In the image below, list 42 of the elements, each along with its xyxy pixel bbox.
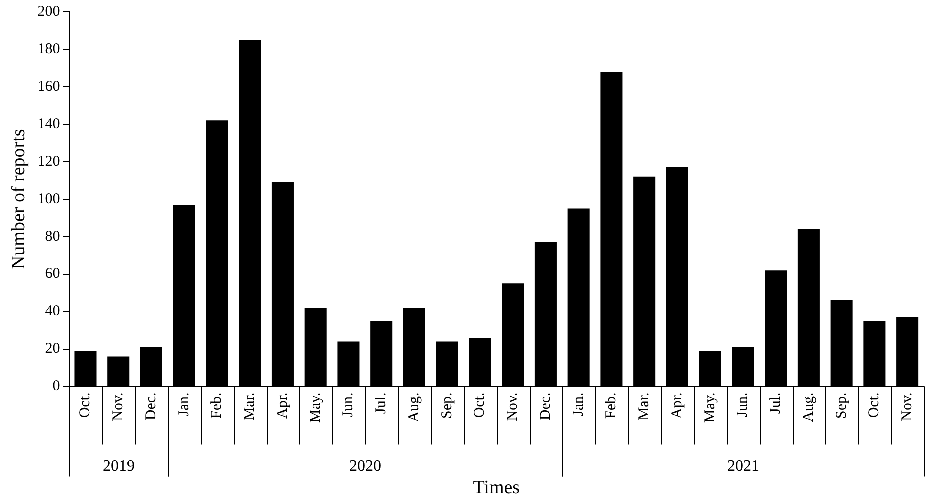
text: 2021 (728, 458, 760, 475)
x-tick-label: Nov. (505, 392, 522, 422)
y-tick-label: 20 (45, 341, 60, 358)
y-tick-label: 40 (45, 304, 60, 320)
y-tick-label: 60 (45, 266, 60, 282)
y-axis-title: Number of reports (8, 129, 30, 270)
x-axis-title: Times (473, 478, 520, 495)
x-tick-label: Oct. (472, 392, 488, 418)
y-tick-label: 200 (38, 4, 60, 20)
x-tick-label: Jun. (735, 392, 752, 418)
text: 2020 (350, 458, 382, 475)
x-tick-label: Jan. (176, 392, 192, 416)
x-tick-label: May. (308, 392, 324, 424)
x-tick-label: Jul. (768, 392, 784, 414)
x-tick-label: Jan. (570, 392, 587, 416)
x-tick-label: Aug. (406, 392, 422, 422)
x-tick-label: Jun. (340, 392, 357, 418)
x-tick-label: Mar. (242, 392, 258, 421)
y-tick-label: 140 (38, 116, 60, 132)
y-tick-label: 120 (38, 154, 60, 170)
x-tick-label: Aug. (800, 392, 817, 422)
x-tick-label: Dec. (538, 392, 554, 421)
y-tick-label: 100 (38, 191, 60, 208)
x-tick-label: Jul. (374, 392, 390, 414)
x-tick-label: Dec. (143, 392, 160, 421)
x-tick-label: May. (702, 392, 718, 424)
x-tick-label: Sep. (439, 392, 456, 419)
x-tick-label: Sep. (834, 392, 850, 419)
x-tick-label: Nov. (900, 392, 916, 422)
x-tick-label: Apr. (274, 392, 291, 419)
y-tick-label: 160 (38, 78, 60, 95)
y-tick-label: 0 (52, 378, 60, 395)
x-tick-label: Nov. (110, 392, 127, 422)
x-tick-label: Feb. (604, 392, 620, 419)
x-tick-label: Feb. (209, 392, 226, 419)
x-tick-label: Oct. (866, 392, 883, 418)
y-tick-label: 180 (38, 41, 60, 58)
y-tick-label: 80 (45, 228, 60, 245)
x-tick-label: Oct. (78, 392, 94, 418)
x-tick-label: Mar. (636, 392, 653, 421)
x-tick-label: Apr. (669, 392, 686, 419)
text: 2019 (103, 458, 135, 475)
